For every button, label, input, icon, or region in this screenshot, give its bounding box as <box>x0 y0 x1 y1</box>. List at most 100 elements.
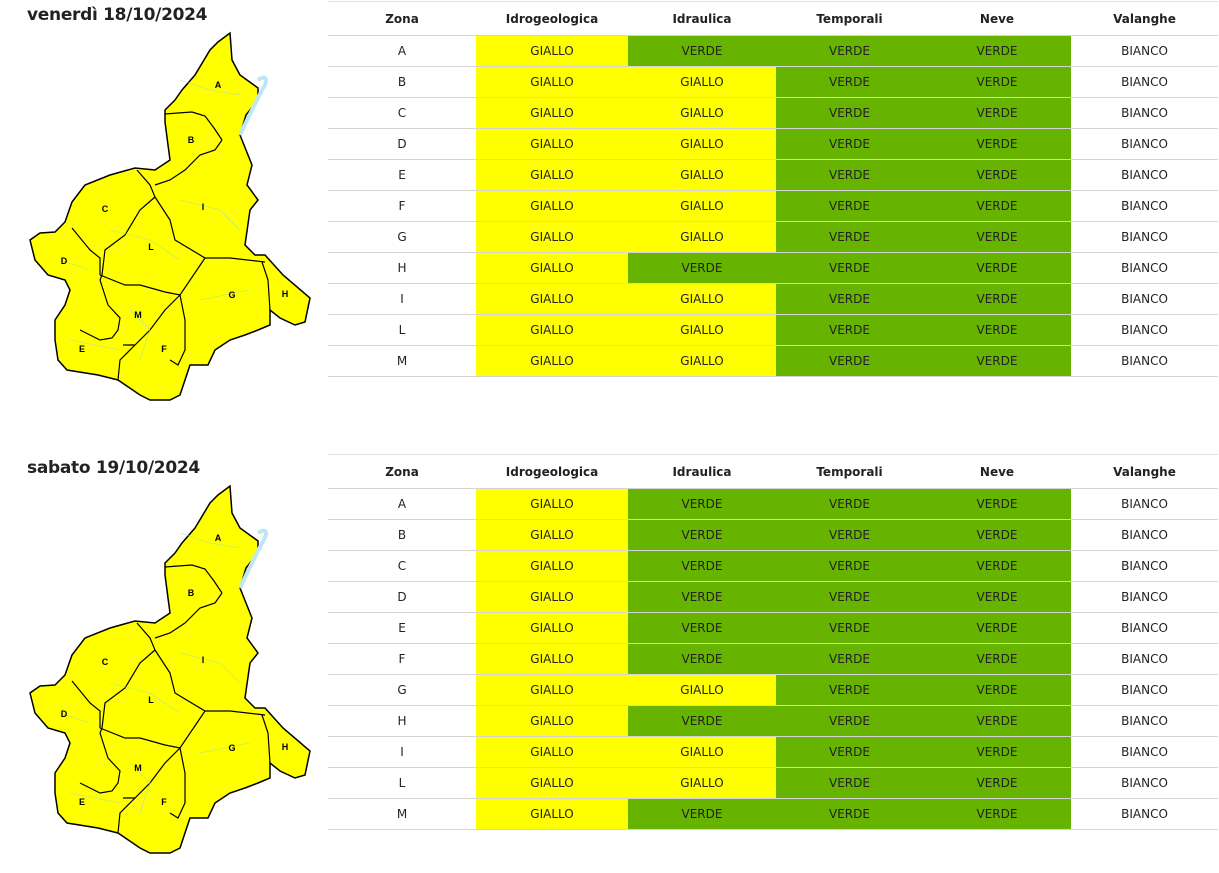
day-section: sabato 19/10/2024 A B C D E F G H I L M Zona Idrogeol… <box>0 453 1219 873</box>
alert-level-cell: VERDE <box>776 767 923 799</box>
table-row: G GIALLO GIALLO VERDE VERDE BIANCO <box>328 221 1218 253</box>
alert-level-cell: VERDE <box>776 612 923 644</box>
map-zone-label: I <box>202 655 205 665</box>
alert-level-cell: GIALLO <box>476 35 628 67</box>
alert-level-cell: GIALLO <box>476 314 628 346</box>
alert-level-cell: BIANCO <box>1071 705 1218 737</box>
alert-level-cell: GIALLO <box>628 674 776 706</box>
map-zone-label: D <box>61 709 68 719</box>
map-zone-label: I <box>202 202 205 212</box>
zone-cell: L <box>328 314 476 346</box>
alert-level-cell: VERDE <box>776 798 923 830</box>
zone-cell: A <box>328 35 476 67</box>
alert-level-cell: VERDE <box>628 35 776 67</box>
alert-level-cell: VERDE <box>776 252 923 284</box>
zone-cell: G <box>328 674 476 706</box>
alert-level-cell: VERDE <box>776 66 923 98</box>
table-header: Zona Idrogeologica Idraulica Temporali Neve V… <box>328 1 1218 36</box>
alert-level-cell: BIANCO <box>1071 798 1218 830</box>
table-row: I GIALLO GIALLO VERDE VERDE BIANCO <box>328 283 1218 315</box>
map-zone-label: E <box>79 344 85 354</box>
alert-level-cell: VERDE <box>923 345 1071 377</box>
table-row: C GIALLO VERDE VERDE VERDE BIANCO <box>328 550 1218 582</box>
alert-level-cell: BIANCO <box>1071 581 1218 613</box>
alert-level-cell: BIANCO <box>1071 736 1218 768</box>
table-row: B GIALLO GIALLO VERDE VERDE BIANCO <box>328 66 1218 98</box>
alert-level-cell: BIANCO <box>1071 488 1218 520</box>
day-section: venerdì 18/10/2024 A B C D E F G H I L M Zona Idrogeo… <box>0 0 1219 420</box>
alert-level-cell: VERDE <box>923 705 1071 737</box>
alert-level-cell: VERDE <box>776 159 923 191</box>
column-header: Zona <box>328 454 476 489</box>
alert-level-cell: GIALLO <box>476 767 628 799</box>
column-header: Temporali <box>776 1 923 36</box>
alert-level-cell: VERDE <box>628 581 776 613</box>
map-zone-label: F <box>161 344 167 354</box>
day-title: venerdì 18/10/2024 <box>27 5 208 25</box>
table-row: F GIALLO VERDE VERDE VERDE BIANCO <box>328 643 1218 675</box>
alert-level-cell: VERDE <box>923 97 1071 129</box>
alert-level-cell: BIANCO <box>1071 345 1218 377</box>
alert-level-cell: VERDE <box>776 35 923 67</box>
alert-level-cell: GIALLO <box>628 190 776 222</box>
map-zone-label: L <box>148 242 154 252</box>
alert-level-cell: GIALLO <box>476 798 628 830</box>
table-header: Zona Idrogeologica Idraulica Temporali Neve V… <box>328 454 1218 489</box>
zone-cell: C <box>328 550 476 582</box>
column-header: Zona <box>328 1 476 36</box>
alert-level-cell: GIALLO <box>628 736 776 768</box>
column-header: Idraulica <box>628 454 776 489</box>
alert-level-cell: VERDE <box>923 314 1071 346</box>
alert-level-cell: VERDE <box>923 643 1071 675</box>
map-zone-label: C <box>102 204 109 214</box>
alert-level-cell: VERDE <box>923 66 1071 98</box>
table-row: C GIALLO GIALLO VERDE VERDE BIANCO <box>328 97 1218 129</box>
zone-cell: F <box>328 190 476 222</box>
table-row: L GIALLO GIALLO VERDE VERDE BIANCO <box>328 314 1218 346</box>
alert-level-cell: VERDE <box>923 283 1071 315</box>
alert-level-cell: GIALLO <box>628 345 776 377</box>
alert-level-cell: BIANCO <box>1071 66 1218 98</box>
zone-cell: E <box>328 612 476 644</box>
alert-level-cell: BIANCO <box>1071 128 1218 160</box>
piemonte-alert-map: A B C D E F G H I L M <box>28 31 312 402</box>
column-header: Neve <box>923 454 1071 489</box>
table-row: H GIALLO VERDE VERDE VERDE BIANCO <box>328 705 1218 737</box>
zone-cell: B <box>328 519 476 551</box>
alert-level-cell: BIANCO <box>1071 221 1218 253</box>
zone-cell: M <box>328 798 476 830</box>
column-header: Valanghe <box>1071 454 1218 489</box>
alert-level-cell: BIANCO <box>1071 643 1218 675</box>
alert-level-cell: BIANCO <box>1071 283 1218 315</box>
map-zone-label: L <box>148 695 154 705</box>
map-zone-label: B <box>188 135 195 145</box>
column-header: Valanghe <box>1071 1 1218 36</box>
alert-level-cell: BIANCO <box>1071 314 1218 346</box>
alert-level-cell: GIALLO <box>476 488 628 520</box>
zone-cell: L <box>328 767 476 799</box>
zone-cell: I <box>328 283 476 315</box>
map-zone-label: F <box>161 797 167 807</box>
table-row: A GIALLO VERDE VERDE VERDE BIANCO <box>328 35 1218 67</box>
alert-level-cell: GIALLO <box>476 97 628 129</box>
alert-level-cell: VERDE <box>923 190 1071 222</box>
alert-level-cell: GIALLO <box>476 705 628 737</box>
table-row: M GIALLO GIALLO VERDE VERDE BIANCO <box>328 345 1218 377</box>
alert-level-cell: VERDE <box>923 612 1071 644</box>
alert-level-cell: VERDE <box>628 798 776 830</box>
map-zone-label: E <box>79 797 85 807</box>
alert-level-cell: BIANCO <box>1071 612 1218 644</box>
map-zone-label: D <box>61 256 68 266</box>
alert-level-cell: VERDE <box>923 519 1071 551</box>
column-header: Idrogeologica <box>476 454 628 489</box>
alert-level-cell: VERDE <box>923 128 1071 160</box>
alert-level-cell: BIANCO <box>1071 159 1218 191</box>
alert-level-cell: GIALLO <box>628 221 776 253</box>
alert-level-cell: VERDE <box>776 283 923 315</box>
zone-cell: I <box>328 736 476 768</box>
alert-level-cell: BIANCO <box>1071 97 1218 129</box>
column-header: Idrogeologica <box>476 1 628 36</box>
alert-level-cell: VERDE <box>776 190 923 222</box>
alert-level-cell: VERDE <box>776 128 923 160</box>
alert-level-cell: VERDE <box>628 252 776 284</box>
